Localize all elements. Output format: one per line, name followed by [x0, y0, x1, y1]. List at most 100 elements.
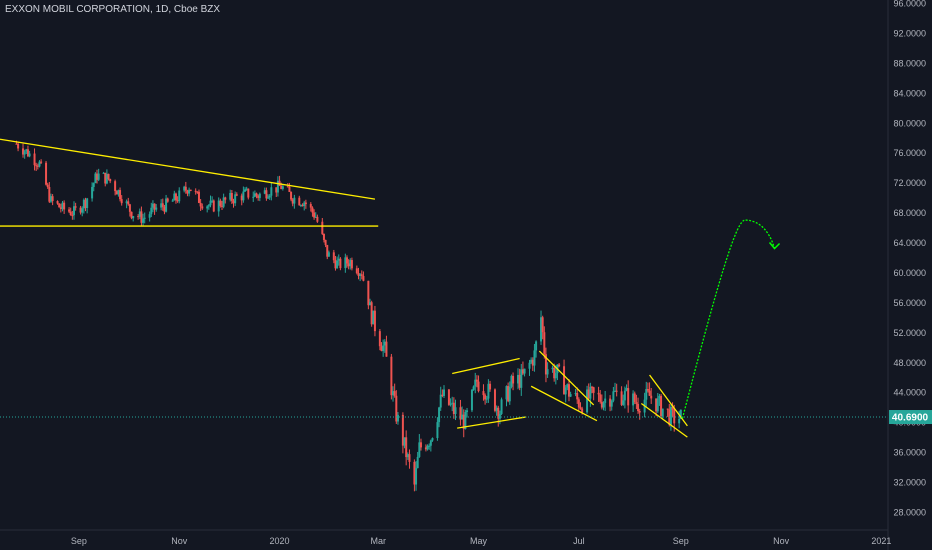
price-tick-label: 92.0000: [893, 28, 926, 38]
candle-body: [339, 258, 342, 269]
candle-body: [345, 257, 348, 264]
candle-body: [138, 211, 141, 217]
candle-body: [334, 260, 337, 269]
candle-body: [359, 274, 362, 276]
candle-body: [403, 437, 406, 446]
candle-body: [290, 191, 293, 200]
candle-body: [166, 198, 169, 202]
price-axis[interactable]: 96.0000 92.0000 88.0000 84.0000 80.0000 76.00…: [893, 0, 926, 518]
candle-body: [114, 181, 117, 192]
candle-body: [602, 402, 605, 408]
time-tick-label: May: [470, 536, 488, 546]
trendline[interactable]: [538, 350, 595, 406]
candle-body: [551, 367, 554, 370]
candle-body: [574, 393, 577, 395]
candle-body: [48, 186, 51, 202]
candle-body: [244, 189, 247, 192]
candle-body: [459, 407, 462, 420]
candle-body: [255, 193, 258, 196]
candle-body: [130, 211, 133, 219]
candle-body: [211, 200, 214, 202]
candle-body: [474, 379, 477, 387]
candle-body: [415, 468, 418, 485]
time-tick-label: Jul: [573, 536, 585, 546]
projection-arrow[interactable]: [681, 219, 776, 419]
candle-body: [26, 149, 29, 157]
candle-body: [355, 268, 358, 274]
candle-body: [314, 216, 317, 218]
candle-body: [107, 173, 110, 179]
time-tick-label: Sep: [673, 536, 689, 546]
trendline[interactable]: [640, 402, 688, 438]
candle-body: [401, 414, 404, 446]
candle-body: [25, 149, 28, 152]
candle-body: [222, 197, 225, 207]
candle-body: [586, 389, 589, 413]
candle-body: [438, 407, 441, 423]
candle-body: [219, 200, 222, 206]
price-tick-label: 68.0000: [893, 208, 926, 218]
candle-body: [350, 260, 353, 269]
candle-body: [609, 398, 612, 407]
candle-body: [482, 391, 485, 396]
trendline[interactable]: [0, 138, 376, 200]
candle-body: [316, 216, 319, 222]
candle-body: [426, 445, 429, 450]
price-tick-label: 76.0000: [893, 148, 926, 158]
candle-body: [105, 173, 108, 184]
candle-body: [431, 438, 434, 441]
candle-body: [679, 409, 682, 419]
candle-body: [84, 199, 87, 209]
candle-body: [424, 447, 427, 450]
candle-body: [96, 173, 99, 180]
candle-body: [23, 151, 26, 155]
candle-body: [178, 190, 181, 202]
candle-body: [242, 191, 245, 201]
candle-body: [148, 214, 151, 218]
candle-body: [475, 379, 478, 382]
candle-body: [117, 190, 120, 195]
trendline[interactable]: [452, 357, 520, 375]
candle-body: [104, 172, 107, 184]
candle-body: [229, 193, 232, 200]
candle-body: [472, 386, 475, 390]
candle-body: [518, 374, 521, 388]
candle-body: [232, 200, 235, 204]
candle-body: [288, 186, 291, 192]
candle-body: [303, 202, 306, 207]
candle-body: [535, 341, 538, 351]
candle-body: [428, 445, 431, 447]
candle-body: [563, 366, 566, 395]
candle-body: [382, 345, 385, 352]
candle-body: [510, 375, 513, 387]
candle-body: [597, 392, 600, 395]
candle-body: [367, 280, 370, 306]
candle-body: [498, 413, 501, 419]
time-tick-label: Sep: [71, 536, 87, 546]
candle-body: [362, 275, 365, 281]
candle-body: [140, 211, 143, 223]
candle-body: [63, 202, 66, 210]
candle-body: [604, 398, 607, 403]
trendline[interactable]: [530, 385, 598, 422]
candle-body: [497, 407, 500, 419]
trendline[interactable]: [457, 416, 527, 429]
candle-body: [197, 191, 200, 203]
candle-body: [161, 203, 164, 207]
candle-body: [33, 153, 36, 166]
candle-body: [349, 260, 352, 267]
candlestick-series: [15, 140, 682, 492]
candle-body: [38, 161, 41, 167]
candle-body: [56, 201, 59, 204]
candle-body: [451, 402, 454, 404]
candle-body: [311, 207, 314, 213]
candle-body: [372, 310, 375, 325]
candle-body: [569, 394, 572, 397]
price-tick-label: 96.0000: [893, 0, 926, 9]
candle-body: [581, 408, 584, 413]
candle-body: [35, 165, 38, 167]
candle-body: [46, 184, 49, 187]
time-axis[interactable]: Sep Nov 2020 Mar May Jul Sep Nov 2021: [71, 536, 892, 546]
candle-body: [253, 193, 256, 197]
